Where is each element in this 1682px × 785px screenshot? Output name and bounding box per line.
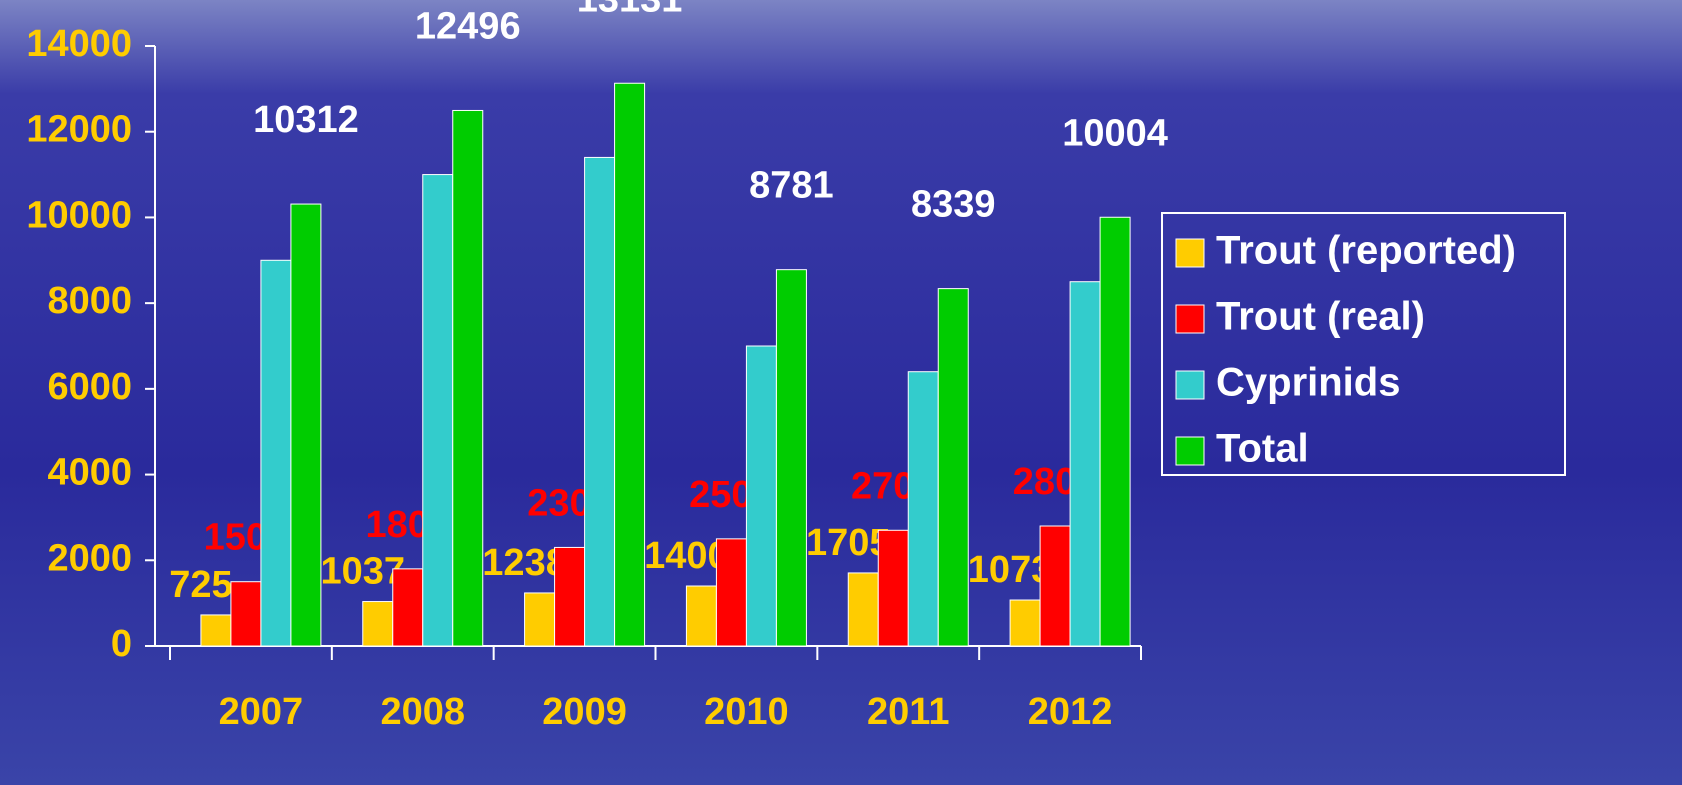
y-tick-label: 2000 — [47, 537, 132, 579]
legend-swatch — [1176, 371, 1204, 399]
bar — [1100, 217, 1130, 646]
bar — [585, 157, 615, 646]
legend-label: Trout (real) — [1216, 295, 1425, 339]
data-label: 8339 — [911, 184, 996, 226]
data-label: 13131 — [577, 0, 683, 20]
bar — [555, 547, 585, 646]
legend-swatch — [1176, 437, 1204, 465]
bar — [686, 586, 716, 646]
x-tick-label: 2010 — [704, 691, 789, 733]
page: {"chart_data": {"type": "bar", "categori… — [0, 0, 1682, 785]
legend-label: Trout (reported) — [1216, 229, 1516, 273]
legend-label: Cyprinids — [1216, 361, 1400, 405]
legend-swatch — [1176, 305, 1204, 333]
x-tick-label: 2007 — [219, 691, 304, 733]
x-tick-label: 2008 — [380, 691, 465, 733]
bar — [938, 289, 968, 646]
bar — [423, 175, 453, 646]
legend-swatch — [1176, 239, 1204, 267]
data-label: 10004 — [1062, 112, 1168, 154]
y-tick-label: 4000 — [47, 452, 132, 494]
bar — [231, 582, 261, 646]
bar — [848, 573, 878, 646]
data-label: 12496 — [415, 5, 521, 47]
data-label: 725 — [169, 564, 232, 606]
x-tick-label: 2012 — [1028, 691, 1113, 733]
data-label: 10312 — [253, 99, 359, 141]
legend-label: Total — [1216, 427, 1309, 471]
y-tick-label: 12000 — [26, 109, 132, 151]
bar — [261, 260, 291, 646]
bar — [716, 539, 746, 646]
bar — [1070, 282, 1100, 646]
bar — [453, 110, 483, 646]
y-tick-label: 6000 — [47, 366, 132, 408]
bar — [1010, 600, 1040, 646]
bar — [1040, 526, 1070, 646]
data-label: 8781 — [749, 165, 834, 207]
y-tick-label: 0 — [111, 623, 132, 665]
bar — [291, 204, 321, 646]
x-tick-label: 2011 — [867, 691, 949, 733]
y-tick-label: 10000 — [26, 194, 132, 236]
bar — [363, 602, 393, 646]
bar — [746, 346, 776, 646]
bar — [878, 530, 908, 646]
bar — [615, 83, 645, 646]
bar — [908, 372, 938, 646]
bar — [776, 270, 806, 646]
chart: 0 2000 4000 6000 8000 10000 12000 14000 2007 725 1… — [0, 0, 1682, 785]
x-tick-label: 2009 — [542, 691, 627, 733]
bar — [525, 593, 555, 646]
y-tick-label: 14000 — [26, 23, 132, 65]
bar — [201, 615, 231, 646]
bar — [393, 569, 423, 646]
y-tick-label: 8000 — [47, 280, 132, 322]
